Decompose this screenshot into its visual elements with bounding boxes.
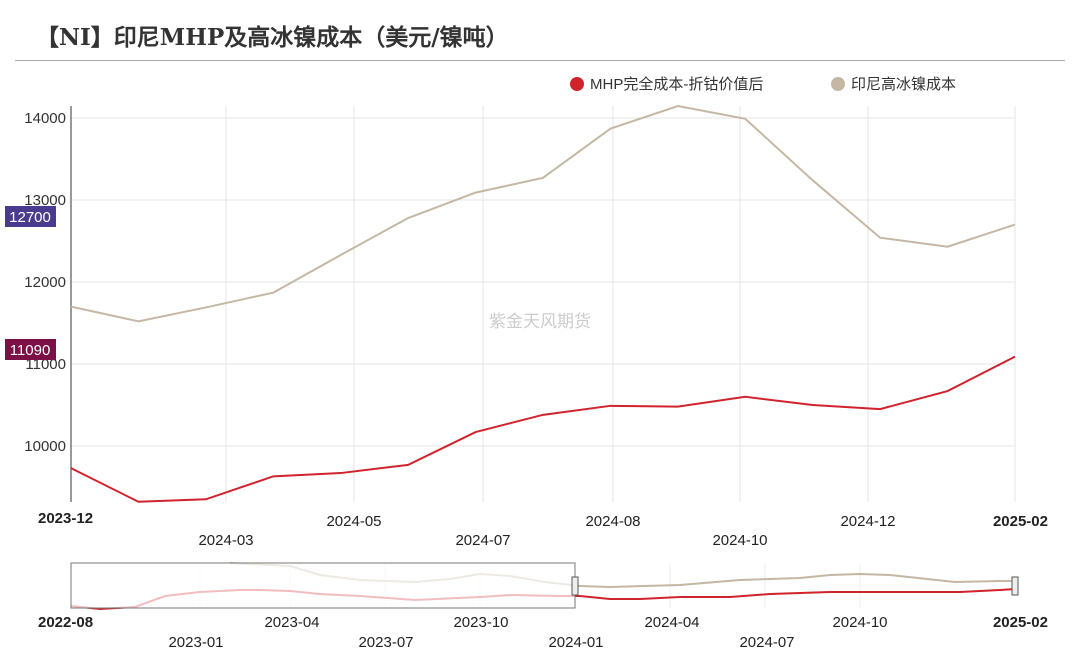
navigator-handle[interactable] <box>1011 576 1019 596</box>
title-divider <box>15 60 1065 61</box>
legend-item-matte[interactable]: 印尼高冰镍成本 <box>831 73 956 94</box>
legend-label: MHP完全成本-折钴价值后 <box>590 76 764 93</box>
value-label: 12700 <box>9 209 51 226</box>
navigator-label: 2024-07 <box>739 634 794 651</box>
x-tick-label: 2025-02 <box>993 513 1048 530</box>
value-label-bg <box>5 206 56 227</box>
navigator-label: 2025-02 <box>993 614 1048 631</box>
x-tick-label: 2024-10 <box>712 532 767 549</box>
y-tick-label: 12000 <box>24 274 66 291</box>
navigator-label: 2024-01 <box>548 634 603 651</box>
navigator-handle[interactable] <box>571 576 579 596</box>
value-label: 11090 <box>10 342 51 359</box>
navigator-mask <box>70 562 576 609</box>
x-tick-label: 2024-12 <box>840 513 895 530</box>
y-tick-label: 10000 <box>24 438 66 455</box>
legend-label: 印尼高冰镍成本 <box>851 76 957 93</box>
series-line-1 <box>70 104 1016 323</box>
x-tick-label: 2024-05 <box>326 513 381 530</box>
watermark: 紫金天风期货 <box>489 312 591 331</box>
y-tick-label: 14000 <box>24 110 66 127</box>
x-tick-label: 2024-03 <box>198 532 253 549</box>
x-tick-label: 2024-08 <box>585 513 640 530</box>
navigator-label: 2022-08 <box>38 614 93 631</box>
legend-marker <box>831 76 845 91</box>
value-label-bg <box>5 339 56 360</box>
y-tick-label: 13000 <box>24 192 66 209</box>
legend-marker <box>570 76 584 91</box>
navigator-label: 2024-10 <box>832 614 887 631</box>
navigator-label: 2023-07 <box>358 634 413 651</box>
x-tick-label: 2023-12 <box>38 510 93 527</box>
x-tick-label: 2024-07 <box>455 532 510 549</box>
navigator-label: 2023-04 <box>264 614 319 631</box>
navigator-label: 2024-04 <box>644 614 699 631</box>
chart-title: 【NI】印尼MHP及高冰镍成本（美元/镍吨） <box>36 24 509 51</box>
series-line-0 <box>70 355 1016 503</box>
navigator-label: 2023-01 <box>168 634 223 651</box>
navigator-label: 2023-10 <box>453 614 508 631</box>
y-tick-label: 11000 <box>25 356 66 373</box>
legend-item-mhp[interactable]: MHP完全成本-折钴价值后 <box>570 73 763 94</box>
